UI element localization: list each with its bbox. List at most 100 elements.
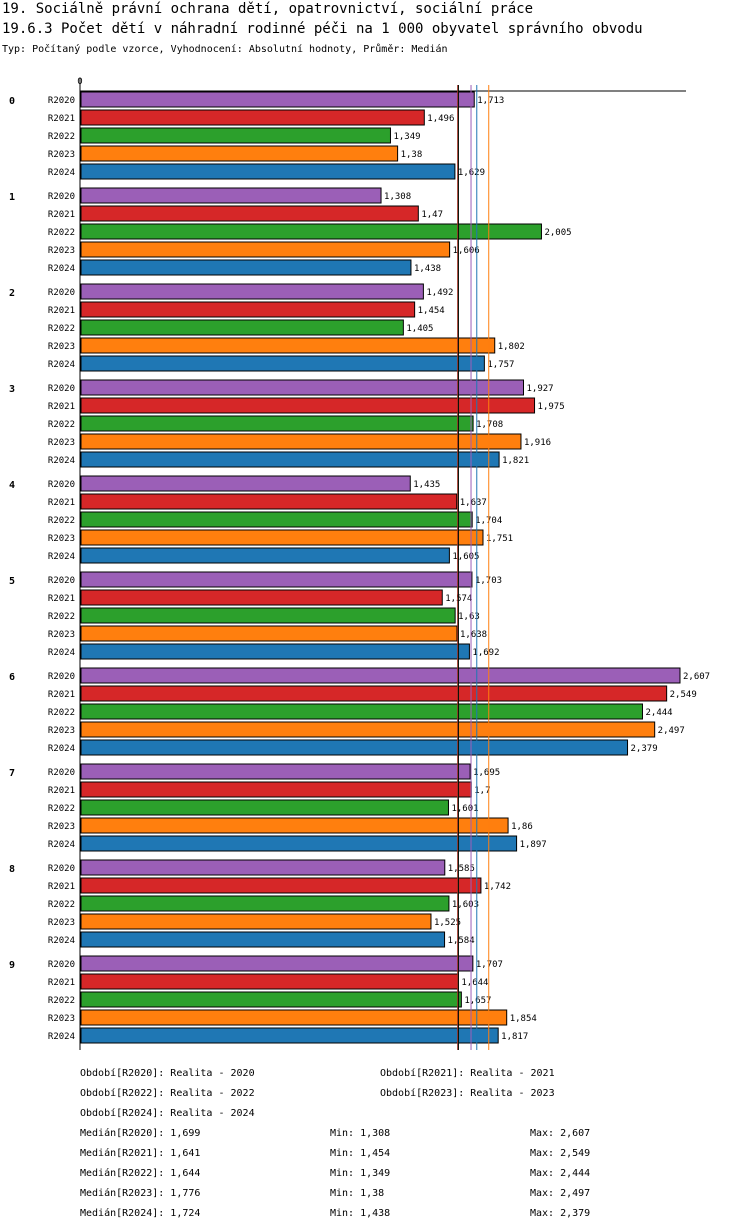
series-label: R2023 — [48, 726, 75, 736]
bar — [80, 781, 472, 798]
bar — [80, 955, 474, 972]
data-label: 1,854 — [510, 1014, 537, 1024]
bar — [80, 763, 471, 780]
group-label: 7 — [9, 768, 15, 779]
group-label: 1 — [9, 192, 15, 203]
data-label: 1,657 — [464, 996, 491, 1006]
bar — [80, 589, 443, 606]
series-label: R2022 — [48, 804, 75, 814]
group-label: 4 — [9, 480, 15, 491]
bar — [80, 337, 496, 354]
data-label: 1,603 — [452, 900, 479, 910]
bar — [80, 703, 643, 720]
series-label: R2022 — [48, 516, 75, 526]
stat-min-r2023: Min: 1,38 — [330, 1188, 385, 1199]
bar — [80, 877, 482, 894]
stat-max-r2023: Max: 2,497 — [530, 1188, 591, 1199]
series-label: R2021 — [48, 594, 75, 604]
stat-median-r2024: Medián[R2024]: 1,724 — [80, 1208, 201, 1219]
series-label: R2024 — [48, 648, 75, 658]
series-label: R2021 — [48, 306, 75, 316]
data-label: 2,497 — [658, 726, 685, 736]
data-label: 1,897 — [520, 840, 547, 850]
bar — [80, 493, 458, 510]
series-label: R2022 — [48, 708, 75, 718]
group-label: 0 — [9, 96, 15, 107]
series-label: R2020 — [48, 960, 75, 970]
bar — [80, 721, 656, 738]
data-label: 1,606 — [453, 246, 480, 256]
stat-max-r2020: Max: 2,607 — [530, 1128, 591, 1139]
series-label: R2023 — [48, 342, 75, 352]
bar — [80, 145, 399, 162]
bar — [80, 685, 668, 702]
data-label: 1,927 — [526, 384, 553, 394]
data-label: 2,607 — [683, 672, 710, 682]
series-label: R2022 — [48, 228, 75, 238]
data-label: 1,438 — [414, 264, 441, 274]
bar — [80, 451, 500, 468]
bar — [80, 607, 456, 624]
bar — [80, 643, 470, 660]
bar — [80, 301, 416, 318]
data-label: 1,695 — [473, 768, 500, 778]
chart-title: 19. Sociálně právní ochrana dětí, opatro… — [2, 1, 534, 17]
data-label: 1,707 — [476, 960, 503, 970]
group-label: 6 — [9, 672, 15, 683]
series-label: R2020 — [48, 576, 75, 586]
legend-period-r2023: Období[R2023]: Realita - 2023 — [380, 1088, 555, 1099]
data-label: 1,349 — [393, 132, 420, 142]
series-label: R2021 — [48, 114, 75, 124]
chart-type-info: Typ: Počítaný podle vzorce, Vyhodnocení:… — [2, 44, 448, 55]
data-label: 1,525 — [434, 918, 461, 928]
bar — [80, 475, 411, 492]
stat-median-r2020: Medián[R2020]: 1,699 — [80, 1128, 201, 1139]
bar — [80, 355, 485, 372]
series-label: R2024 — [48, 744, 75, 754]
bar — [80, 1027, 499, 1044]
stat-median-r2023: Medián[R2023]: 1,776 — [80, 1188, 201, 1199]
bar — [80, 205, 419, 222]
series-label: R2024 — [48, 1032, 75, 1042]
series-label: R2020 — [48, 288, 75, 298]
data-label: 1,601 — [451, 804, 478, 814]
data-label: 1,757 — [487, 360, 514, 370]
stat-median-r2022: Medián[R2022]: 1,644 — [80, 1168, 201, 1179]
bar — [80, 241, 451, 258]
data-label: 1,7 — [474, 786, 490, 796]
stat-min-r2022: Min: 1,349 — [330, 1168, 391, 1179]
bar — [80, 259, 412, 276]
bar — [80, 739, 629, 756]
series-label: R2024 — [48, 840, 75, 850]
series-label: R2020 — [48, 96, 75, 106]
bar — [80, 991, 462, 1008]
series-label: R2024 — [48, 168, 75, 178]
legend-period-r2021: Období[R2021]: Realita - 2021 — [380, 1068, 555, 1079]
bar — [80, 283, 424, 300]
series-label: R2023 — [48, 534, 75, 544]
legend-period-r2024: Období[R2024]: Realita - 2024 — [80, 1108, 255, 1119]
group-label: 8 — [9, 864, 15, 875]
data-label: 1,802 — [498, 342, 525, 352]
data-label: 1,975 — [538, 402, 565, 412]
series-label: R2022 — [48, 612, 75, 622]
series-label: R2020 — [48, 192, 75, 202]
bar — [80, 895, 450, 912]
bar — [80, 319, 404, 336]
series-label: R2024 — [48, 360, 75, 370]
series-label: R2022 — [48, 996, 75, 1006]
series-label: R2024 — [48, 264, 75, 274]
series-label: R2021 — [48, 978, 75, 988]
bar — [80, 1009, 508, 1026]
data-label: 1,638 — [460, 630, 487, 640]
series-label: R2020 — [48, 672, 75, 682]
bar — [80, 799, 449, 816]
series-label: R2023 — [48, 246, 75, 256]
series-label: R2022 — [48, 900, 75, 910]
bar — [80, 109, 425, 126]
data-label: 1,584 — [448, 936, 475, 946]
series-label: R2022 — [48, 132, 75, 142]
data-label: 1,692 — [472, 648, 499, 658]
data-label: 1,38 — [401, 150, 423, 160]
